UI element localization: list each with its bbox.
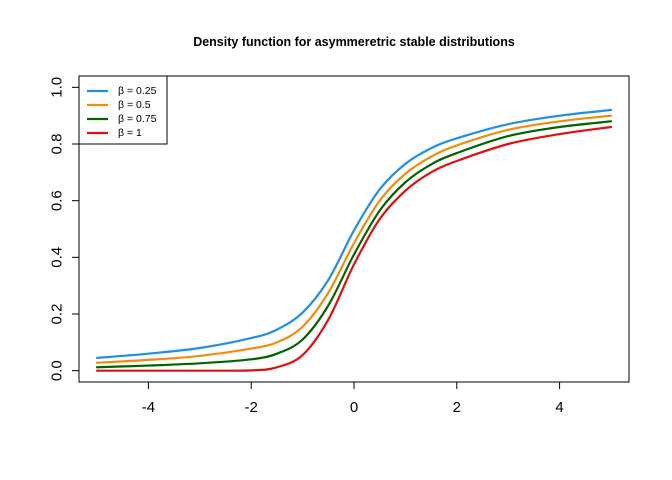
series-layer — [95, 108, 613, 372]
y-tick-label: 1.0 — [49, 77, 66, 98]
x-tick-label: 2 — [453, 399, 461, 416]
y-axis: 0.0 0.2 0.4 0.6 0.8 1.0 — [49, 77, 80, 381]
y-tick-label: 0.0 — [49, 360, 66, 381]
legend-label-3: β = 0.75 — [118, 113, 157, 125]
series-line-2 — [95, 114, 613, 364]
x-tick-label: 0 — [350, 399, 358, 416]
legend-label-4: β = 1 — [118, 127, 142, 139]
chart-title: Density function for asymmeretric stable… — [193, 35, 515, 49]
legend-label-2: β = 0.5 — [118, 99, 151, 111]
y-tick-label: 0.8 — [49, 134, 66, 155]
x-tick-label: -4 — [142, 399, 155, 416]
legend-label-1: β = 0.25 — [118, 85, 157, 97]
y-tick-label: 0.2 — [49, 304, 66, 325]
legend: β = 0.25 β = 0.5 β = 0.75 β = 1 — [78, 75, 168, 145]
series-line-1 — [95, 108, 613, 360]
x-tick-label: -2 — [245, 399, 258, 416]
x-tick-label: 4 — [555, 399, 563, 416]
y-tick-label: 0.6 — [49, 190, 66, 211]
series-line-3 — [95, 120, 613, 369]
series-line-4 — [95, 125, 613, 372]
x-axis: -4 -2 0 2 4 — [142, 381, 564, 416]
y-tick-label: 0.4 — [49, 247, 66, 268]
